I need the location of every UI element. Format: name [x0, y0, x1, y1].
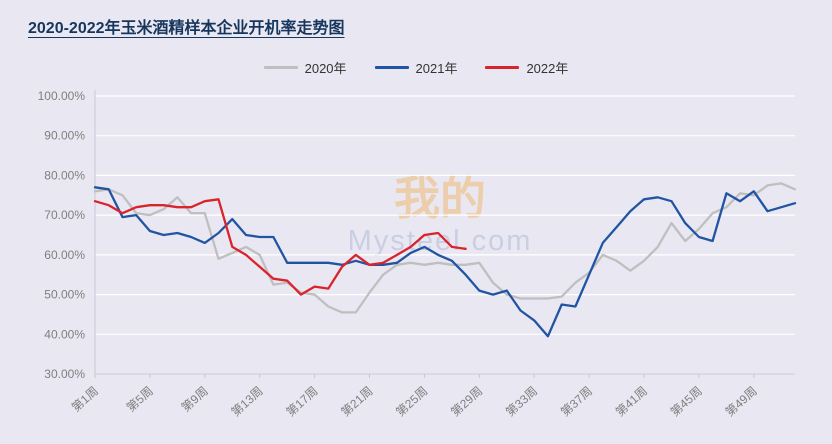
x-tick-label: 第5周 — [124, 384, 156, 415]
series-line-2 — [93, 198, 467, 296]
legend-label-2022: 2022年 — [526, 61, 569, 76]
chart-legend: 2020年 2021年 2022年 — [0, 58, 832, 77]
series-line-0 — [93, 182, 797, 314]
x-tick-label: 第45周 — [668, 384, 705, 419]
x-tick-label: 第37周 — [558, 384, 595, 419]
legend-label-2020: 2020年 — [304, 61, 347, 76]
x-tick-label: 第29周 — [448, 384, 485, 419]
page-title: 2020-2022年玉米酒精样本企业开机率走势图 — [28, 20, 345, 37]
series-line-1 — [93, 186, 797, 338]
y-tick-label: 60.00% — [44, 248, 85, 262]
y-tick-label: 50.00% — [44, 288, 85, 302]
legend-item-2022[interactable]: 2022年 — [485, 58, 568, 77]
x-tick-label: 第49周 — [723, 384, 760, 419]
y-tick-label: 90.00% — [44, 129, 85, 143]
x-tick-label: 第21周 — [338, 384, 375, 419]
x-tick-label: 第33周 — [503, 384, 540, 419]
legend-swatch-2021 — [374, 66, 409, 69]
x-tick-label: 第13周 — [229, 384, 266, 419]
legend-swatch-2022 — [485, 66, 520, 69]
x-tick-label: 第25周 — [393, 384, 430, 419]
legend-item-2020[interactable]: 2020年 — [263, 58, 347, 77]
y-tick-label: 80.00% — [44, 168, 85, 182]
legend-item-2021[interactable]: 2021年 — [374, 58, 458, 77]
legend-label-2021: 2021年 — [415, 61, 458, 76]
chart-canvas: 100.00% 90.00% 80.00% 70.00% 60.00% 50.00% 40.… — [38, 89, 797, 419]
x-tick-label: 第9周 — [179, 384, 211, 415]
x-tick-label: 第17周 — [283, 384, 320, 419]
y-tick-label: 100.00% — [38, 89, 86, 103]
y-tick-label: 70.00% — [44, 208, 85, 222]
y-tick-label: 30.00% — [44, 367, 85, 381]
x-tick-label: 第41周 — [613, 384, 650, 419]
x-tick-label: 第1周 — [69, 384, 101, 415]
legend-swatch-2020 — [263, 66, 298, 69]
y-tick-label: 40.00% — [44, 327, 85, 341]
chart-area: 100.00% 90.00% 80.00% 70.00% 60.00% 50.00% 40.… — [0, 86, 832, 444]
